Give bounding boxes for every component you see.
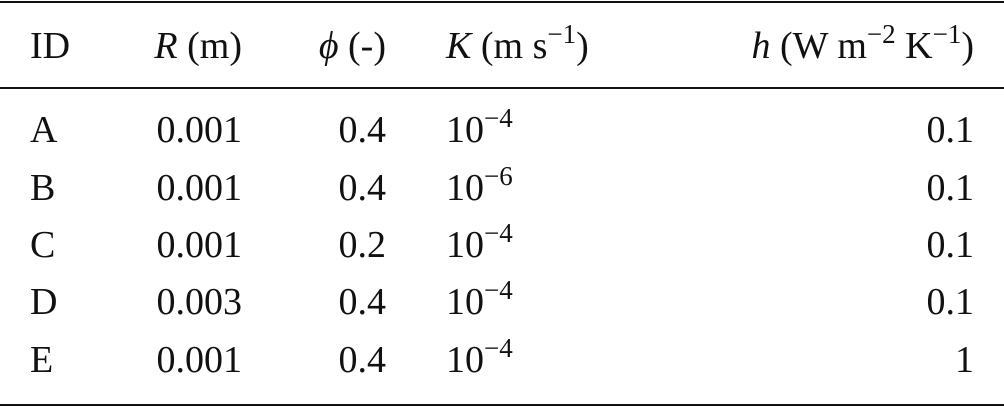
power-exponent: −4 — [484, 275, 513, 305]
header-cell: ϕ (-) — [319, 24, 386, 68]
row-id: C — [30, 224, 56, 266]
power-exponent: −4 — [484, 103, 513, 133]
unit-text: ) — [576, 25, 589, 67]
header-symbol: R — [154, 25, 178, 67]
cell-value: 1 — [955, 339, 974, 381]
cell-value: 0.4 — [338, 167, 387, 209]
cell-value: 10−4 — [446, 275, 513, 324]
cell-value: 0.4 — [338, 109, 387, 151]
mid-rule — [0, 87, 1004, 89]
cell-value: 10−6 — [446, 161, 513, 210]
power-base: 10 — [446, 224, 484, 266]
unit-text: (m) — [187, 25, 242, 67]
unit-exponent: −2 — [866, 19, 896, 49]
row-id: E — [30, 339, 54, 381]
header-cell: R (m) — [154, 24, 242, 68]
cell-value: 0.1 — [926, 109, 975, 151]
bottom-rule — [0, 404, 1004, 406]
cell-value: 0.001 — [156, 339, 243, 381]
header-cell: h (W m−2 K−1) — [751, 19, 974, 68]
header-symbol: K — [446, 25, 472, 67]
unit-text: (-) — [348, 25, 386, 67]
row-id: D — [30, 281, 58, 323]
cell-value: 0.001 — [156, 109, 243, 151]
power-exponent: −4 — [484, 218, 513, 248]
cell-value: 10−4 — [446, 103, 513, 152]
header-cell: K (m s−1) — [446, 19, 589, 68]
unit-text: ) — [961, 25, 974, 67]
power-base: 10 — [446, 167, 484, 209]
cell-value: 0.003 — [156, 281, 243, 323]
header-cell: ID — [30, 24, 70, 68]
unit-exponent: −1 — [932, 19, 962, 49]
cell-value: 0.001 — [156, 167, 243, 209]
unit-text: (m s — [480, 25, 548, 67]
power-base: 10 — [446, 339, 484, 381]
top-rule — [0, 1, 1004, 3]
cell-value: 0.001 — [156, 224, 243, 266]
unit-text: (W m — [780, 25, 867, 67]
cell-value: 0.2 — [338, 224, 387, 266]
cell-value: 0.4 — [338, 339, 387, 381]
cell-value: 0.1 — [926, 224, 975, 266]
row-id: A — [30, 109, 58, 151]
header-symbol: ID — [30, 25, 71, 67]
cell-value: 10−4 — [446, 218, 513, 267]
unit-exponent: −1 — [547, 19, 577, 49]
power-base: 10 — [446, 109, 484, 151]
power-exponent: −6 — [484, 161, 513, 191]
cell-value: 0.1 — [926, 167, 975, 209]
cell-value: 0.1 — [926, 281, 975, 323]
header-symbol: ϕ — [318, 25, 339, 67]
unit-text: K — [895, 25, 933, 67]
row-id: B — [30, 167, 56, 209]
power-base: 10 — [446, 281, 484, 323]
power-exponent: −4 — [484, 333, 513, 363]
cell-value: 0.4 — [338, 281, 387, 323]
header-symbol: h — [751, 25, 771, 67]
cell-value: 10−4 — [446, 333, 513, 382]
